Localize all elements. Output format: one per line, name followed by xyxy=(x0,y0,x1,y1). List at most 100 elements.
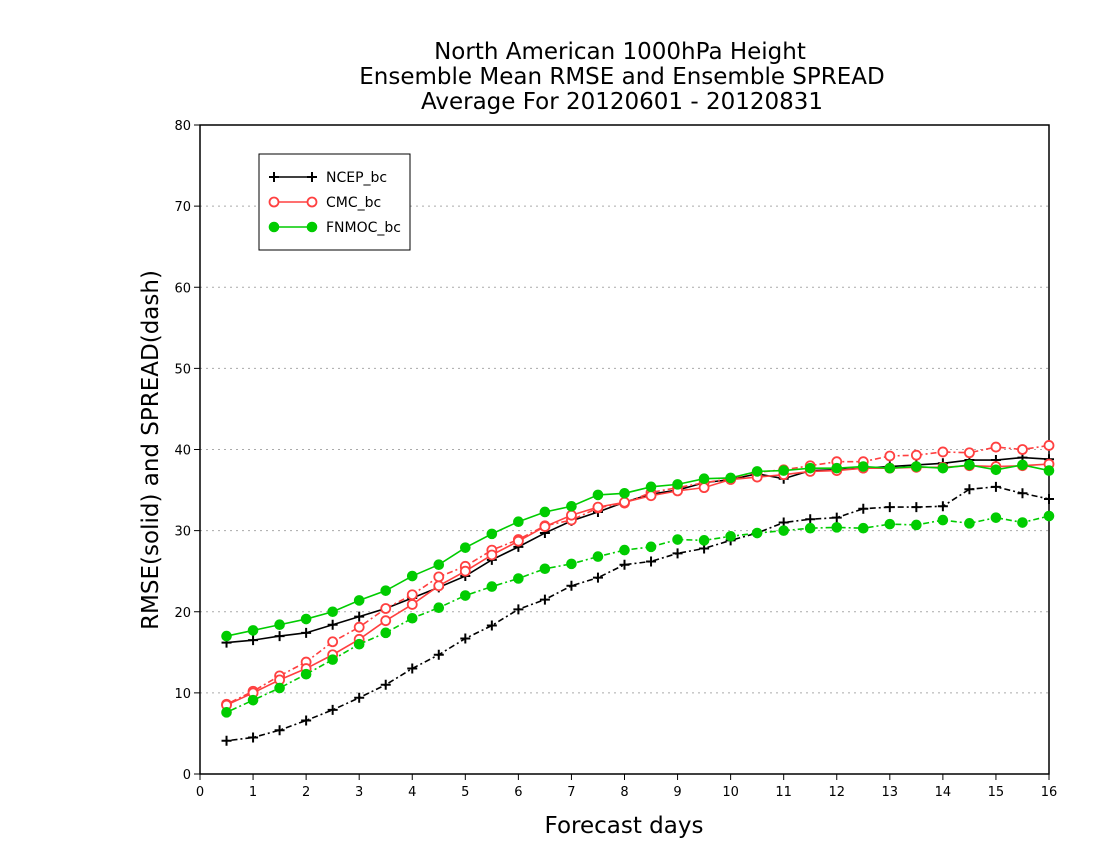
line-cmc-bc-spread xyxy=(226,444,1050,705)
point-fnmoc-bc-rmse xyxy=(857,461,869,472)
legend: NCEP_bc CMC_bc FNMOC_bc xyxy=(258,153,411,251)
y-tick-label: 20 xyxy=(174,606,191,621)
point-fnmoc-bc-rmse xyxy=(247,625,259,636)
point-fnmoc-bc-spread xyxy=(460,590,471,601)
point-ncep-bc-spread xyxy=(513,604,524,615)
point-ncep-bc-spread xyxy=(407,663,418,674)
point-fnmoc-bc-spread xyxy=(672,534,683,545)
point-fnmoc-bc-spread xyxy=(513,573,524,584)
point-fnmoc-bc-rmse xyxy=(751,466,763,477)
point-cmc-bc-rmse xyxy=(486,549,498,561)
legend-marker xyxy=(306,196,318,208)
point-fnmoc-bc-spread xyxy=(751,527,763,539)
point-fnmoc-bc-spread xyxy=(990,512,1002,523)
point-fnmoc-bc-spread xyxy=(884,518,896,530)
point-fnmoc-bc-rmse xyxy=(725,472,736,484)
point-fnmoc-bc-rmse xyxy=(1043,465,1055,476)
legend-marker xyxy=(268,221,280,233)
point-fnmoc-bc-rmse xyxy=(645,481,657,493)
point-cmc-bc-rmse xyxy=(539,521,551,532)
point-ncep-bc-spread xyxy=(354,692,365,703)
point-ncep-bc-spread xyxy=(248,732,259,743)
point-ncep-bc-spread xyxy=(327,704,338,715)
point-cmc-bc-rmse xyxy=(698,482,710,494)
point-fnmoc-bc-spread xyxy=(937,514,949,526)
point-cmc-bc-spread xyxy=(964,447,975,459)
point-fnmoc-bc-spread xyxy=(911,519,922,531)
line-fnmoc-bc-rmse xyxy=(226,464,1050,637)
point-fnmoc-bc-spread xyxy=(725,531,736,542)
point-cmc-bc-rmse xyxy=(433,580,445,592)
point-ncep-bc-spread xyxy=(1017,488,1028,499)
point-fnmoc-bc-spread xyxy=(486,581,498,592)
x-axis-label: Forecast days xyxy=(545,813,704,839)
point-ncep-bc-spread xyxy=(646,556,657,567)
point-ncep-bc-spread xyxy=(566,580,577,591)
point-fnmoc-bc-rmse xyxy=(380,585,392,596)
x-tick-label: 15 xyxy=(988,785,1005,800)
point-fnmoc-bc-rmse xyxy=(486,528,498,540)
gridlines xyxy=(200,205,1049,694)
series-cmc-bc-spread xyxy=(221,440,1055,710)
point-fnmoc-bc-rmse xyxy=(353,595,365,606)
point-fnmoc-bc-spread xyxy=(566,558,577,570)
point-fnmoc-bc-rmse xyxy=(406,570,418,582)
point-ncep-bc-spread xyxy=(884,502,895,513)
point-fnmoc-bc-rmse xyxy=(460,542,471,553)
point-cmc-bc-rmse xyxy=(380,615,392,627)
point-cmc-bc-rmse xyxy=(459,565,471,577)
point-ncep-bc-spread xyxy=(592,572,603,583)
y-tick-label: 60 xyxy=(174,281,191,296)
point-fnmoc-bc-rmse xyxy=(539,506,551,518)
x-tick-label: 10 xyxy=(722,785,739,800)
x-tick-label: 11 xyxy=(775,785,792,800)
y-tick-label: 70 xyxy=(174,200,191,215)
point-cmc-bc-spread xyxy=(380,603,392,614)
point-ncep-bc-spread xyxy=(619,559,630,570)
legend-marker xyxy=(306,221,318,233)
point-fnmoc-bc-rmse xyxy=(990,464,1002,476)
point-ncep-bc-spread xyxy=(911,502,922,513)
point-fnmoc-bc-rmse xyxy=(831,462,843,474)
legend-item-cmc-bc: CMC_bc xyxy=(268,195,381,211)
point-cmc-bc-rmse xyxy=(592,501,604,513)
point-cmc-bc-spread xyxy=(910,449,922,461)
series-layer xyxy=(221,440,1055,746)
x-tick-label: 6 xyxy=(514,785,522,800)
point-cmc-bc-rmse xyxy=(566,509,577,521)
x-tick-label: 1 xyxy=(249,785,257,800)
point-fnmoc-bc-rmse xyxy=(911,461,922,472)
point-fnmoc-bc-spread xyxy=(274,682,285,694)
x-tick-label: 2 xyxy=(302,785,310,800)
x-tick-label: 16 xyxy=(1041,785,1058,800)
x-tick-label: 8 xyxy=(620,785,628,800)
point-fnmoc-bc-spread xyxy=(619,544,630,556)
point-ncep-bc-spread xyxy=(539,594,550,605)
point-ncep-bc-spread xyxy=(301,715,312,726)
point-cmc-bc-spread xyxy=(884,450,896,462)
point-fnmoc-bc-rmse xyxy=(884,462,896,474)
point-fnmoc-bc-rmse xyxy=(433,559,445,570)
point-fnmoc-bc-spread xyxy=(857,522,869,534)
point-fnmoc-bc-spread xyxy=(804,522,816,534)
point-cmc-bc-spread xyxy=(327,636,339,648)
point-cmc-bc-spread xyxy=(353,621,365,633)
point-fnmoc-bc-spread xyxy=(831,522,843,533)
point-fnmoc-bc-spread xyxy=(778,525,789,536)
y-tick-label: 80 xyxy=(174,119,191,134)
legend-marker xyxy=(269,172,279,182)
point-cmc-bc-rmse xyxy=(406,599,418,610)
line-ncep-bc-spread xyxy=(226,486,1050,742)
point-cmc-bc-spread xyxy=(1017,444,1028,455)
legend-item-ncep-bc: NCEP_bc xyxy=(269,170,387,186)
y-tick-label: 50 xyxy=(174,362,191,377)
title-line-2: Ensemble Mean RMSE and Ensemble SPREAD xyxy=(359,64,884,90)
point-fnmoc-bc-spread xyxy=(380,627,392,639)
point-ncep-bc-spread xyxy=(831,512,842,523)
point-fnmoc-bc-spread xyxy=(433,602,445,613)
x-tick-label: 9 xyxy=(673,785,681,800)
y-axis: 0 10 20 30 40 50 60 70 80 xyxy=(174,119,200,783)
point-fnmoc-bc-rmse xyxy=(566,500,577,512)
point-ncep-bc-spread xyxy=(964,484,975,495)
x-tick-label: 3 xyxy=(355,785,363,800)
